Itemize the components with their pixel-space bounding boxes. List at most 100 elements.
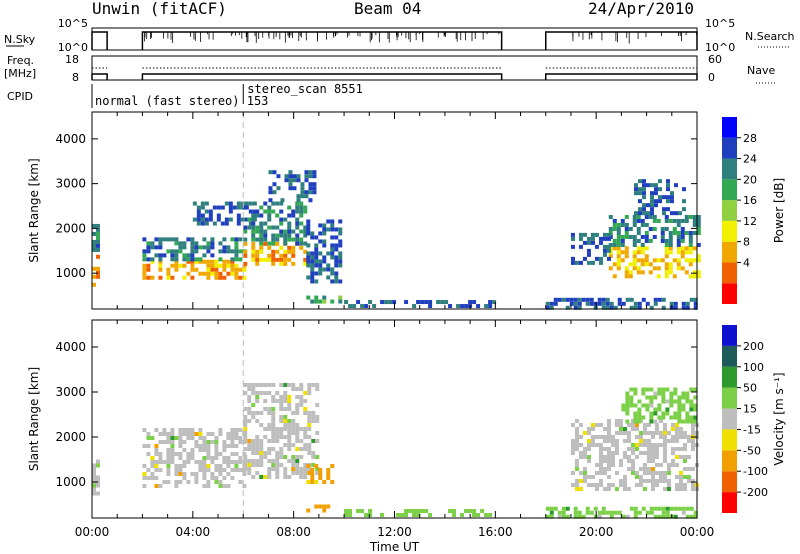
- velocity-cell: [154, 452, 159, 456]
- power-cell: [664, 254, 669, 259]
- velocity-cell: [625, 411, 630, 416]
- velocity-cell: [247, 419, 252, 423]
- velocity-cell: [662, 479, 667, 483]
- power-cell: [692, 258, 697, 263]
- velocity-cell: [247, 395, 252, 399]
- velocity-cell: [618, 431, 623, 435]
- velocity-cell: [681, 419, 686, 424]
- velocity-colorbar-tick-label: -200: [743, 486, 768, 499]
- velocity-cell: [230, 468, 235, 472]
- velocity-cell: [226, 444, 231, 448]
- velocity-cell: [653, 411, 658, 416]
- power-cell: [688, 230, 693, 235]
- power-cell: [216, 217, 221, 222]
- velocity-cell: [682, 447, 687, 451]
- power-cell: [648, 262, 653, 267]
- power-cell: [676, 258, 681, 263]
- power-cell: [306, 259, 311, 264]
- power-cell: [210, 271, 215, 276]
- velocity-cell: [255, 443, 260, 447]
- velocity-cell: [578, 471, 583, 475]
- velocity-cell: [92, 487, 96, 492]
- power-cell: [92, 231, 96, 236]
- cpid-mode-1: normal (fast stereo) 153: [95, 94, 268, 108]
- power-cell: [271, 261, 276, 266]
- power-cell: [174, 263, 179, 268]
- power-cell: [338, 259, 343, 264]
- power-cell: [230, 249, 235, 254]
- velocity-cell: [598, 483, 603, 487]
- power-cell: [268, 190, 273, 195]
- velocity-cell: [154, 464, 159, 468]
- velocity-cell: [646, 479, 651, 483]
- velocity-cell: [669, 415, 674, 420]
- power-cell: [668, 234, 673, 239]
- power-cell: [620, 218, 625, 223]
- power-cell: [251, 245, 256, 250]
- power-cell: [234, 253, 239, 258]
- power-cell: [640, 234, 645, 239]
- velocity-cell: [206, 468, 211, 472]
- velocity-cell: [464, 509, 469, 513]
- velocity-cell: [649, 415, 654, 420]
- velocity-cell: [574, 427, 579, 431]
- power-cell: [673, 183, 678, 188]
- power-cell: [220, 205, 225, 210]
- power-cell: [275, 201, 280, 206]
- power-cell: [657, 297, 662, 302]
- velocity-cell: [609, 510, 614, 515]
- power-cell: [259, 249, 264, 254]
- power-cell: [672, 258, 677, 263]
- velocity-cell: [303, 463, 308, 467]
- velocity-colorbar-tick-label: -15: [743, 423, 761, 436]
- power-cell: [238, 275, 243, 280]
- velocity-cell: [194, 472, 199, 476]
- velocity-cell: [267, 471, 272, 475]
- power-cell: [300, 186, 305, 191]
- velocity-cell: [295, 467, 300, 471]
- velocity-cell: [299, 403, 304, 407]
- power-cell: [653, 191, 658, 196]
- power-cell: [696, 214, 701, 219]
- velocity-cell: [670, 439, 675, 443]
- power-cell: [624, 274, 629, 279]
- velocity-cell: [565, 506, 570, 511]
- power-cell: [234, 267, 239, 272]
- power-cell: [653, 187, 658, 192]
- power-cell: [693, 297, 698, 302]
- velocity-cell: [594, 423, 599, 427]
- velocity-cell: [606, 439, 611, 443]
- velocity-cell: [218, 452, 223, 456]
- power-cell: [92, 282, 96, 287]
- velocity-cell: [271, 411, 276, 415]
- power-cell: [612, 242, 617, 247]
- power-cell: [295, 209, 300, 214]
- velocity-cell: [243, 407, 248, 411]
- velocity-cell: [574, 435, 579, 439]
- velocity-cell: [665, 506, 670, 511]
- velocity-cell: [166, 436, 171, 440]
- velocity-cell: [230, 476, 235, 480]
- power-cell: [214, 275, 219, 280]
- velocity-cell: [682, 455, 687, 459]
- power-cell: [322, 223, 327, 228]
- power-cell: [668, 242, 673, 247]
- power-cell: [616, 234, 621, 239]
- power-cell: [268, 198, 273, 203]
- power-cell: [664, 218, 669, 223]
- power-colorbar-swatch: [722, 283, 737, 304]
- velocity-cell: [606, 463, 611, 467]
- velocity-cell: [238, 436, 243, 440]
- power-cell: [612, 262, 617, 267]
- power-cell: [267, 217, 272, 222]
- velocity-cell: [645, 395, 650, 400]
- velocity-cell: [677, 403, 682, 408]
- power-cell: [569, 301, 574, 306]
- velocity-cell: [283, 415, 288, 419]
- velocity-cell: [214, 444, 219, 448]
- power-cell: [248, 221, 253, 226]
- power-cell: [640, 246, 645, 251]
- power-cell: [146, 257, 151, 262]
- velocity-cell: [146, 444, 151, 448]
- velocity-cell: [263, 383, 268, 387]
